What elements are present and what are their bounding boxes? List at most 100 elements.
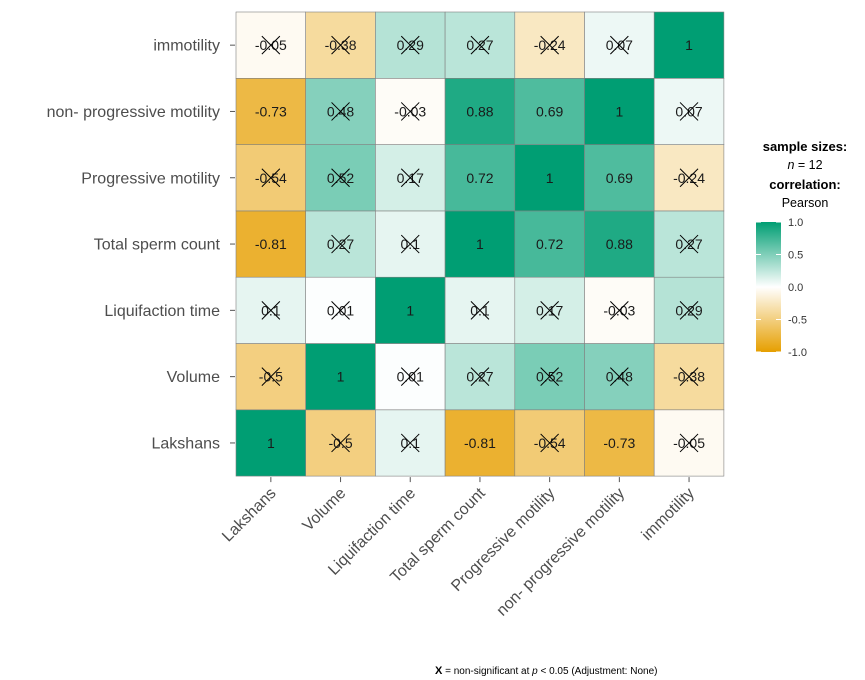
cell-value-label: -0.73 [603,435,635,451]
heatmap-cell: 0.27 [444,11,516,79]
heatmap-cell: 0.27 [653,210,725,278]
heatmap-cell: 0.48 [584,343,655,411]
heatmap-cell: -0.81 [235,210,306,278]
nonsignificant-cross-mark [331,35,350,55]
nonsignificant-cross-mark [261,35,281,55]
heatmap-cell: -0.03 [375,78,446,145]
heatmap-cell: 0.88 [584,210,655,278]
heatmap-cell-rect [584,78,655,145]
nonsignificant-cross-mark [540,367,560,387]
cell-value-label: 1 [267,435,275,451]
heatmap-cell: 0.48 [305,78,376,145]
heatmap-cell: 0.52 [305,144,376,212]
y-tick-label-non-progressive-motility: non- progressive motility [47,104,220,121]
cell-value-label: 1 [337,369,345,385]
legend-tick-label: 0.0 [788,282,803,294]
nonsignificant-cross-mark [400,102,420,121]
nonsignificant-cross-mark [540,300,560,320]
heatmap-cell: -0.38 [653,343,725,411]
heatmap-cell: 1 [514,144,585,212]
cell-value-label: 1 [615,103,623,119]
heatmap-cell-rect [444,210,516,278]
heatmap-cell-rect [653,11,725,79]
heatmap-cell-rect [514,78,585,145]
cell-value-label: 0.69 [536,103,563,119]
heatmap-cell-rect [444,144,516,212]
heatmap-cells: 1 -0.5 0.1 -0.81 -0.54 -0.73 -0.05-0.5 1 0.01 0.2… [235,11,725,477]
y-tick-label-immotility: immotility [153,38,220,55]
nonsignificant-cross-mark [540,35,560,55]
nonsignificant-cross-mark [400,35,420,55]
heatmap-cell-rect [375,276,446,344]
heatmap-cell: 0.17 [514,276,585,344]
heatmap-cell-rect [305,343,376,411]
nonsignificant-cross-mark [679,102,699,121]
x-tick-label-lakshans: Lakshans [219,485,279,545]
cell-value-label: 1 [546,170,554,186]
caption-p-symbol: p [531,666,538,677]
heatmap-cell: -0.38 [305,11,376,79]
heatmap-cell-rect [305,210,376,278]
heatmap-cell: 0.17 [375,144,446,212]
nonsignificant-cross-mark [331,234,350,254]
heatmap-cell-rect [235,78,306,145]
heatmap-cell: 0.29 [375,11,446,79]
heatmap-cell: 1 [375,276,446,344]
nonsignificant-cross-mark [679,168,699,188]
heatmap-cell: -0.05 [235,11,306,79]
legend-ticks: 1.0 0.5 0.0 -0.5 -1.0 [756,217,807,359]
nonsignificant-cross-mark [679,300,699,320]
nonsignificant-cross-mark [261,168,281,188]
heatmap-cell: -0.24 [514,11,585,79]
caption-note: X = non-significant at p < 0.05 (Adjustm… [435,665,657,677]
y-tick-label-volume: Volume [167,369,220,386]
heatmap-cell: 0.07 [584,11,655,79]
heatmap-cell: 0.29 [653,276,725,344]
heatmap-cell: -0.73 [235,78,306,145]
nonsignificant-cross-mark [679,367,699,387]
nonsignificant-cross-mark [400,433,420,453]
heatmap-cell: 0.88 [444,78,516,145]
legend-n-symbol: n [787,158,794,172]
nonsignificant-cross-mark [470,367,490,387]
heatmap-cell-rect [584,276,655,344]
heatmap-cell-rect [235,409,306,477]
cell-value-label: 0.69 [606,170,633,186]
caption-x-symbol: X [435,665,443,677]
y-tick-label-total-sperm-count: Total sperm count [94,237,221,254]
cell-value-label: 1 [406,302,414,318]
heatmap-cell: 1 [444,210,516,278]
legend-title-correlation: correlation: [769,177,841,192]
nonsignificant-cross-mark [540,433,560,453]
heatmap-cell: 0.01 [305,276,376,344]
heatmap-cell: 0.07 [653,78,725,145]
heatmap-cell: 0.72 [444,144,516,212]
heatmap-cell: 0.01 [375,343,446,411]
nonsignificant-cross-mark [609,367,629,387]
nonsignificant-cross-mark [331,102,350,121]
caption: X = non-significant at p < 0.05 (Adjustm… [435,665,657,677]
cell-value-label: 0.88 [466,103,493,119]
legend-n-value: = 12 [794,158,822,172]
heatmap-cell: 0.1 [375,210,446,278]
y-tick-label-lakshans: Lakshans [152,435,221,452]
nonsignificant-cross-mark [261,300,281,320]
legend: sample sizes: n = 12 correlation: Pearso… [756,139,847,359]
cell-value-label: 0.88 [606,236,633,252]
heatmap-cell: -0.5 [305,409,376,477]
legend-tick-label: 1.0 [788,217,803,229]
heatmap-cell: 0.1 [375,409,446,477]
nonsignificant-cross-mark [331,433,350,453]
cell-value-label: 1 [685,37,693,53]
legend-title-sample-sizes: sample sizes: [763,139,848,154]
cell-value-label: -0.73 [255,103,287,119]
heatmap-cell: 1 [653,11,725,79]
cell-value-label: -0.81 [464,435,496,451]
heatmap-cell: -0.54 [514,409,585,477]
heatmap-cell: -0.24 [653,144,725,212]
nonsignificant-cross-mark [679,234,699,254]
heatmap-cell-rect [444,409,516,477]
legend-tick-label: 0.5 [788,250,803,262]
